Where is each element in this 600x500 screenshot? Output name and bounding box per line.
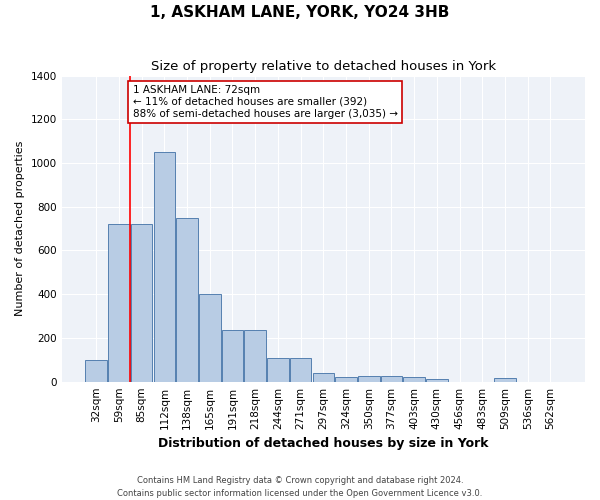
Bar [85, 360, 107, 382]
Bar [222, 330, 243, 382]
Bar [313, 373, 334, 382]
Text: 1 ASKHAM LANE: 72sqm
← 11% of detached houses are smaller (392)
88% of semi-deta: 1 ASKHAM LANE: 72sqm ← 11% of detached h… [133, 86, 398, 118]
Bar [108, 224, 130, 382]
Bar [380, 376, 402, 382]
Bar [131, 224, 152, 382]
Y-axis label: Number of detached properties: Number of detached properties [15, 141, 25, 316]
Title: Size of property relative to detached houses in York: Size of property relative to detached ho… [151, 60, 496, 73]
Bar [358, 376, 380, 382]
Bar [267, 358, 289, 382]
X-axis label: Distribution of detached houses by size in York: Distribution of detached houses by size … [158, 437, 488, 450]
Text: 1, ASKHAM LANE, YORK, YO24 3HB: 1, ASKHAM LANE, YORK, YO24 3HB [151, 5, 449, 20]
Bar [244, 330, 266, 382]
Bar [426, 380, 448, 382]
Bar [335, 377, 357, 382]
Text: Contains HM Land Registry data © Crown copyright and database right 2024.
Contai: Contains HM Land Registry data © Crown c… [118, 476, 482, 498]
Bar [403, 378, 425, 382]
Bar [154, 152, 175, 382]
Bar [199, 294, 221, 382]
Bar [176, 218, 198, 382]
Bar [494, 378, 516, 382]
Bar [290, 358, 311, 382]
